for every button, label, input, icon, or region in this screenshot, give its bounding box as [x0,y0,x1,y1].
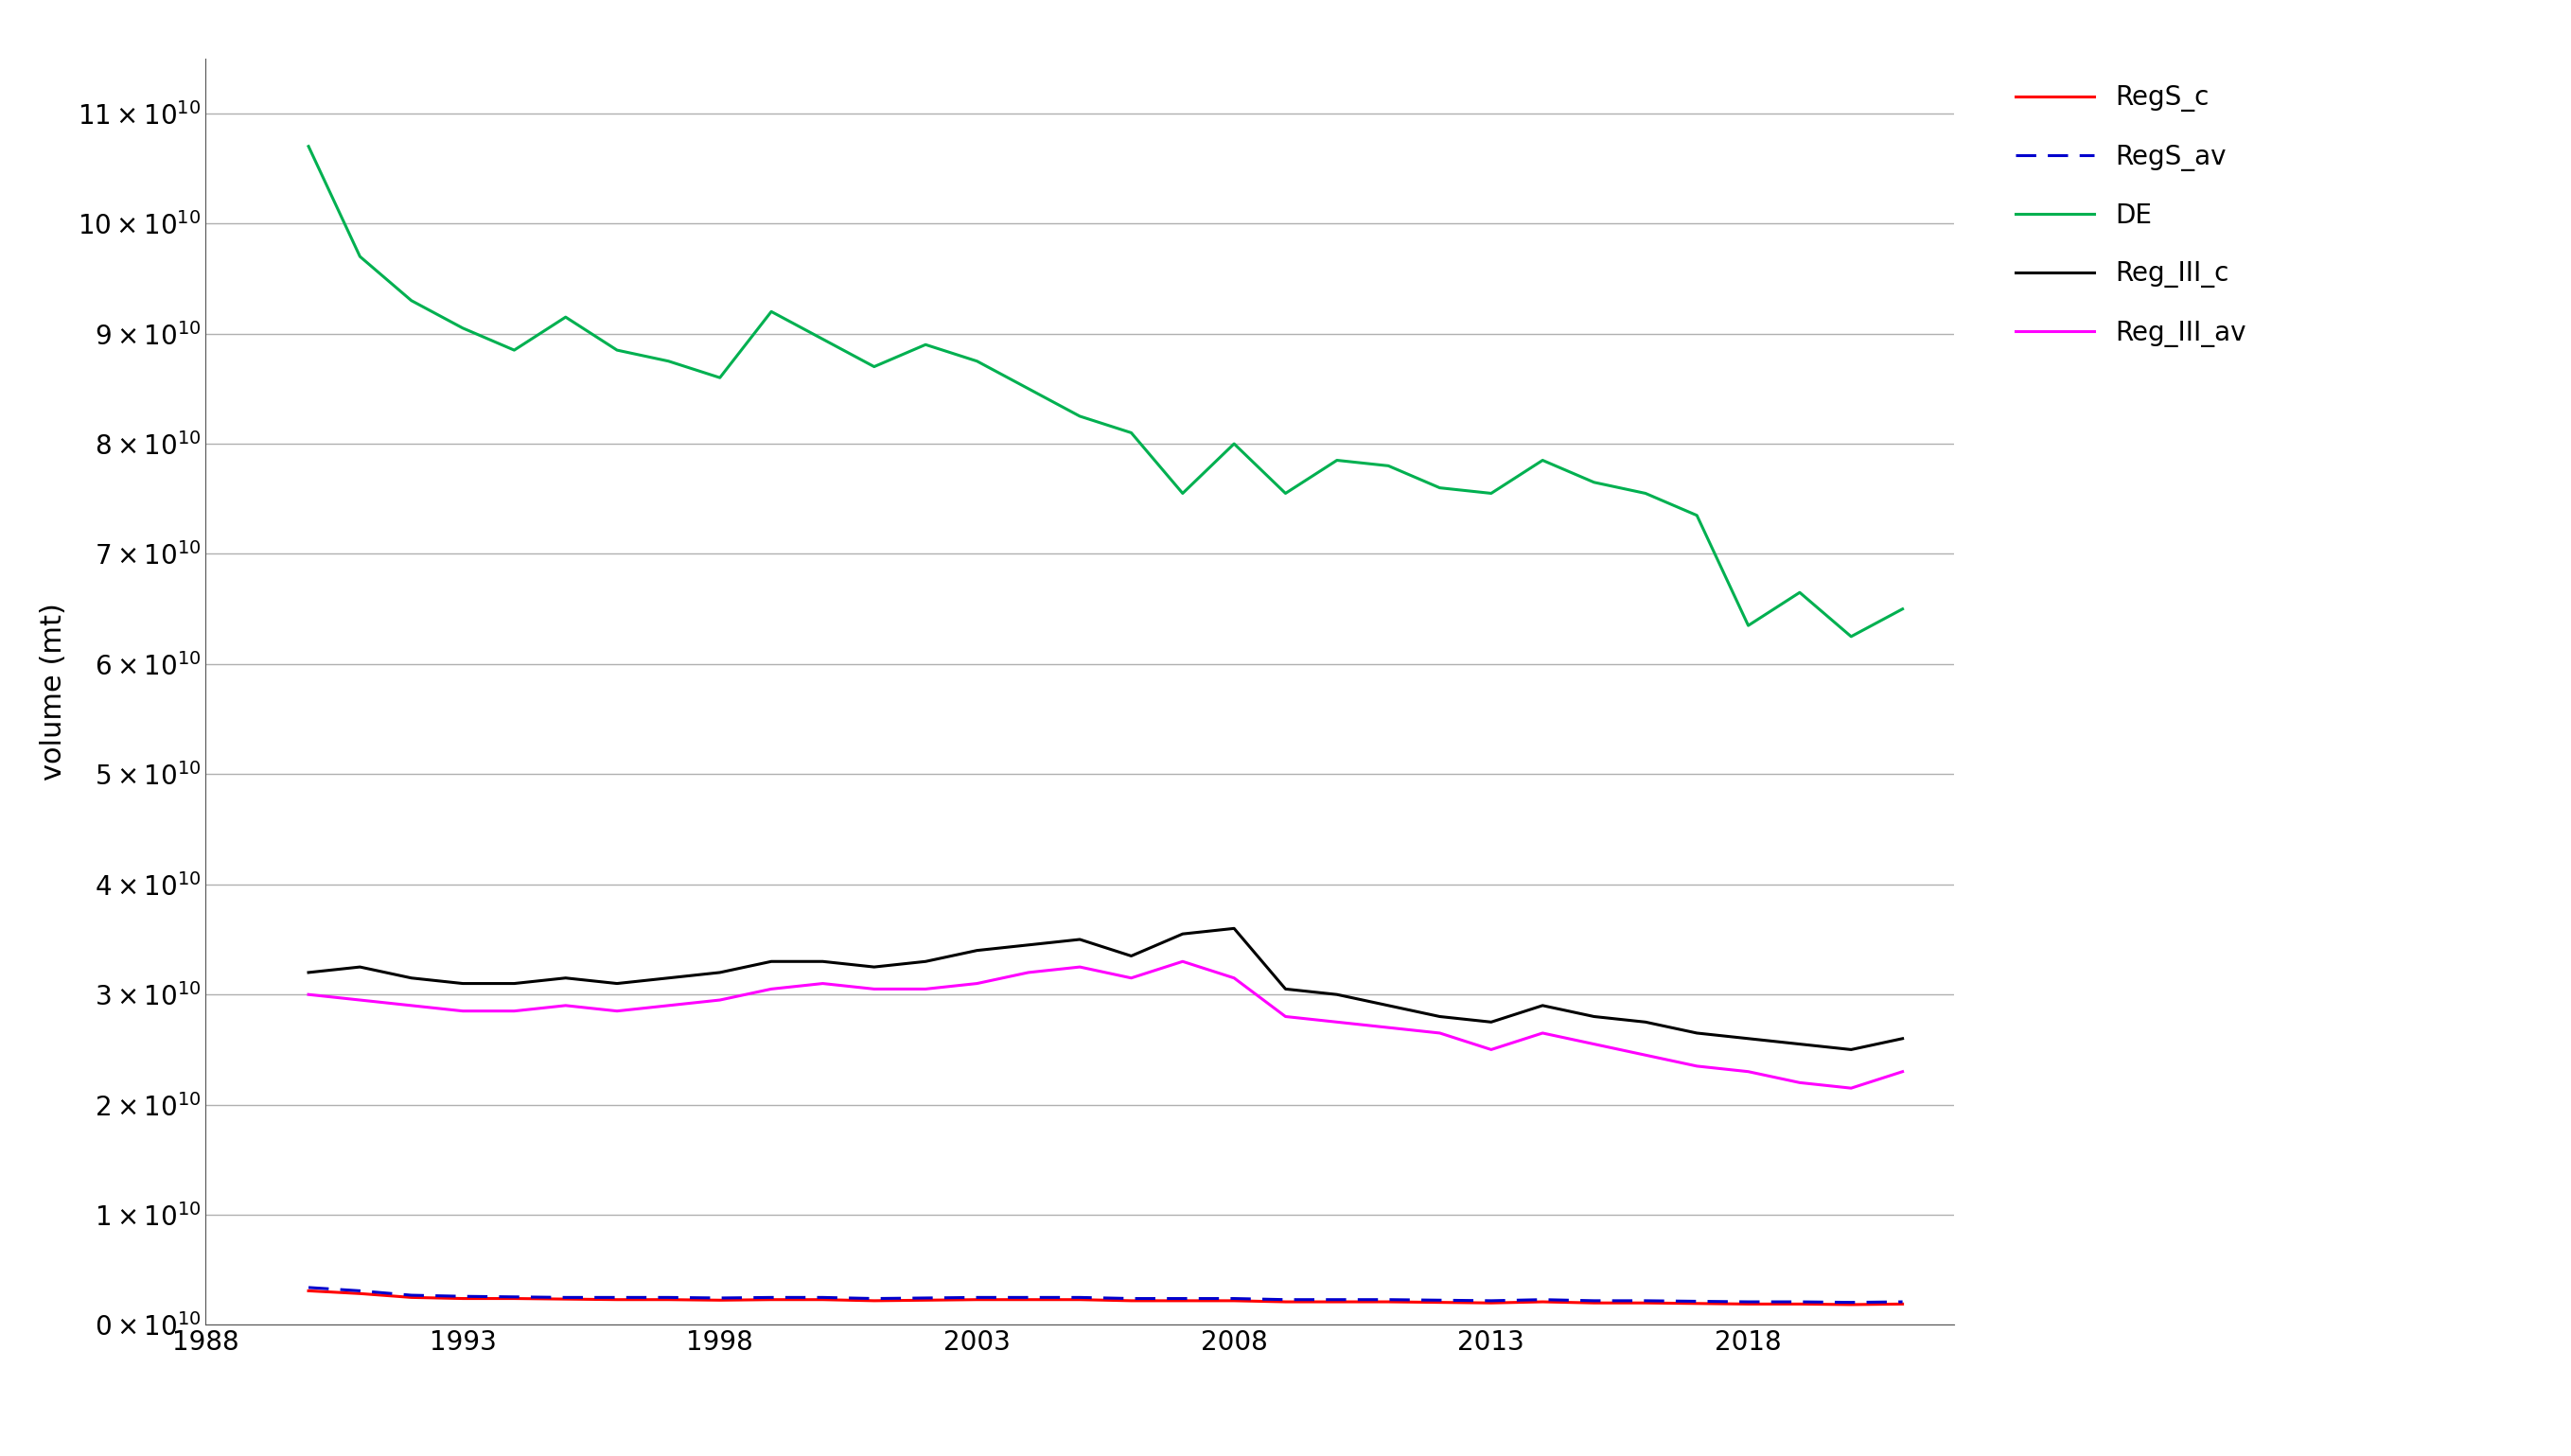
Legend: RegS_c, RegS_av, DE, Reg_III_c, Reg_III_av: RegS_c, RegS_av, DE, Reg_III_c, Reg_III_… [2003,71,2260,360]
Y-axis label: volume (mt): volume (mt) [39,603,67,780]
